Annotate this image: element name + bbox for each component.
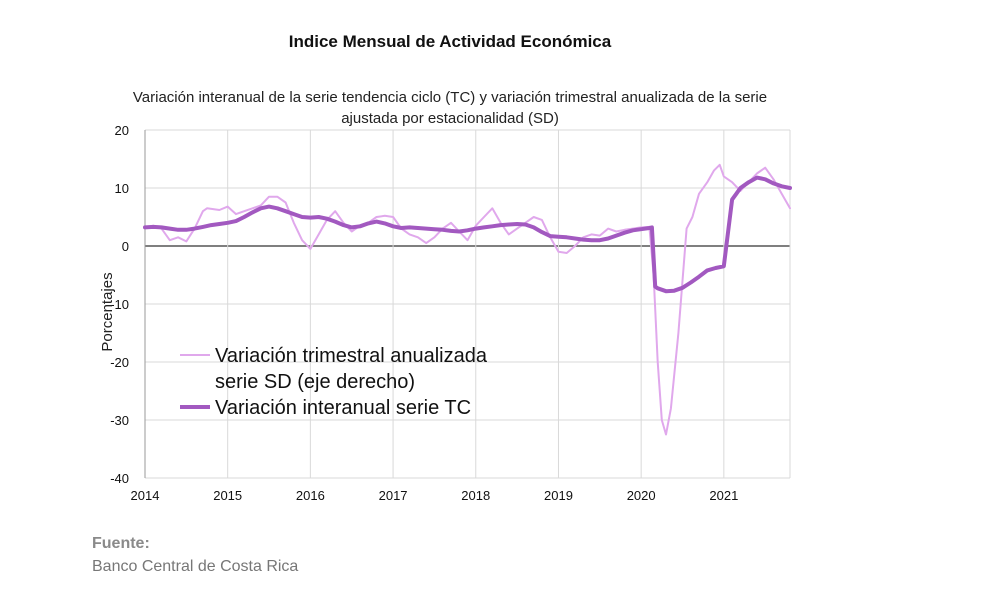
subtitle-line-1: Variación interanual de la serie tendenc… (132, 89, 768, 106)
series-layer (143, 163, 792, 436)
y-tick-label: 0 (122, 239, 129, 254)
y-tick-label: -30 (110, 413, 129, 428)
chart-subtitle: Variación interanual de la serie tendenc… (50, 87, 850, 129)
source-text: Banco Central de Costa Rica (92, 558, 299, 575)
y-tick-label: -10 (110, 297, 129, 312)
x-tick-label: 2018 (461, 488, 490, 503)
chart-title: Indice Mensual de Actividad Económica (288, 32, 612, 51)
x-tick-label: 2017 (379, 488, 408, 503)
x-tick-label: 2021 (709, 488, 738, 503)
y-tick-label: -20 (110, 355, 129, 370)
x-tick-label: 2016 (296, 488, 325, 503)
legend-label-tc: Variación interanual serie TC (215, 397, 471, 419)
legend-label-sd-line-2: serie SD (eje derecho) (215, 371, 415, 393)
subtitle-line-2: ajustada por estacionalidad (SD) (341, 110, 559, 127)
y-tick-label: 10 (115, 181, 129, 196)
series-line-tc (143, 175, 792, 294)
series-line-sd (144, 163, 791, 436)
source-label: Fuente: (92, 535, 150, 552)
legend: Variación trimestral anualizada serie SD… (180, 345, 488, 419)
x-tick-label: 2020 (627, 488, 656, 503)
grid-layer (144, 129, 791, 479)
y-tick-label: 20 (115, 123, 129, 138)
legend-label-sd-line-1: Variación trimestral anualizada (215, 345, 488, 367)
y-axis-label: Porcentajes (99, 272, 116, 351)
x-tick-label: 2019 (544, 488, 573, 503)
y-tick-label: -40 (110, 471, 129, 486)
x-tick-label: 2015 (213, 488, 242, 503)
x-tick-label: 2014 (131, 488, 160, 503)
